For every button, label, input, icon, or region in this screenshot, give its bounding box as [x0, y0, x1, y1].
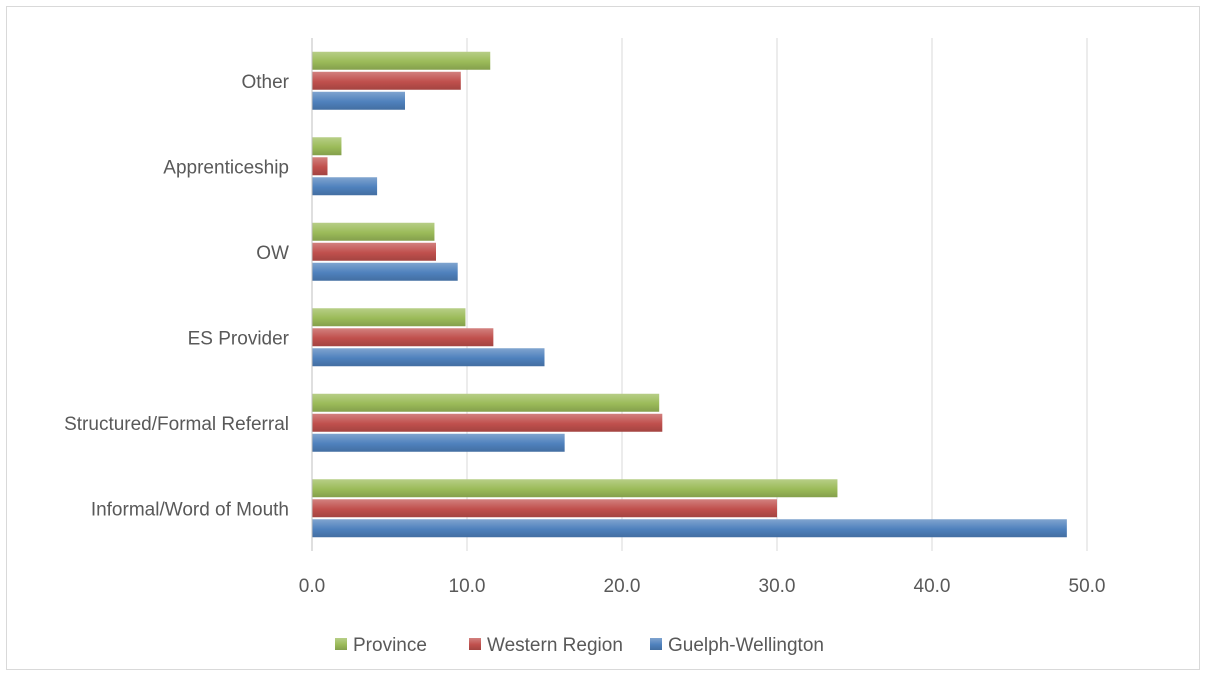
bar: [312, 433, 565, 452]
x-tick-label: 10.0: [449, 576, 486, 597]
bar: [312, 499, 777, 518]
bar: [312, 348, 545, 367]
legend-swatch: [469, 638, 481, 650]
legend-swatch: [650, 638, 662, 650]
x-tick-label: 50.0: [1069, 576, 1106, 597]
category-label: ES Provider: [188, 328, 290, 349]
legend-label: Guelph-Wellington: [668, 635, 824, 656]
x-tick-label: 40.0: [914, 576, 951, 597]
bar: [312, 91, 405, 110]
legend: Province Western Region Guelph-Wellington: [335, 635, 824, 656]
bar: [312, 413, 663, 432]
chart-frame: Informal/Word of Mouth Structured/Formal …: [6, 6, 1200, 670]
category-label: Apprenticeship: [163, 157, 289, 178]
bar-chart: Informal/Word of Mouth Structured/Formal …: [64, 38, 1106, 656]
x-tick-label: 0.0: [299, 576, 325, 597]
category-label: OW: [256, 243, 289, 264]
category-label: Structured/Formal Referral: [64, 414, 289, 435]
bar: [312, 137, 342, 156]
category-labels: Informal/Word of Mouth Structured/Formal …: [64, 72, 290, 521]
bar: [312, 519, 1067, 538]
bar: [312, 177, 378, 196]
x-tick-label: 30.0: [759, 576, 796, 597]
bar: [312, 242, 436, 261]
bar: [312, 71, 461, 90]
bar: [312, 393, 660, 412]
bar: [312, 262, 458, 281]
legend-label: Province: [353, 635, 427, 656]
category-label: Other: [241, 72, 289, 93]
x-tick-label: 20.0: [604, 576, 641, 597]
bar: [312, 222, 435, 241]
bar: [312, 479, 838, 498]
bar: [312, 157, 328, 176]
legend-label: Western Region: [487, 635, 623, 656]
bar: [312, 308, 466, 327]
x-tick-labels: 0.0 10.0 20.0 30.0 40.0 50.0: [299, 576, 1106, 597]
bar: [312, 328, 494, 347]
legend-swatch: [335, 638, 347, 650]
bars: [312, 51, 1067, 538]
bar: [312, 51, 491, 70]
category-label: Informal/Word of Mouth: [91, 499, 289, 520]
gridlines: [466, 38, 1088, 551]
